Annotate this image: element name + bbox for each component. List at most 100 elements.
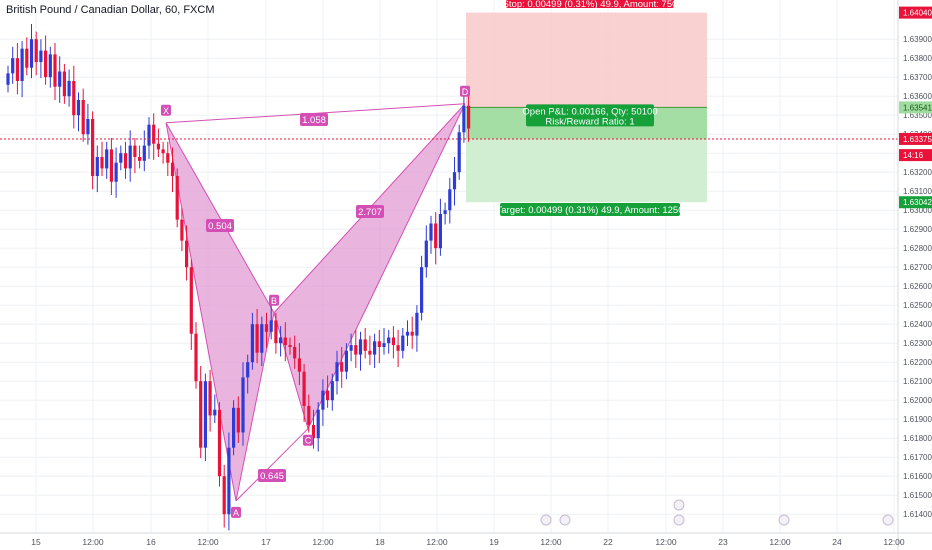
candle-body (321, 390, 325, 410)
y-tick-label: 1.63800 (903, 54, 932, 63)
candle-body (34, 39, 38, 62)
candle-body (161, 149, 165, 154)
x-tick-label: 22 (603, 537, 613, 547)
candle-body (279, 337, 283, 344)
candle-body (203, 381, 207, 448)
price-tag-label: 14:16 (903, 151, 924, 160)
candle-body (194, 333, 198, 382)
candle-body (236, 407, 240, 433)
price-tag (899, 101, 932, 114)
ratio-badge (300, 113, 328, 126)
y-tick-label: 1.61800 (903, 434, 932, 443)
candle-body (368, 350, 372, 355)
price-tag (899, 149, 932, 162)
candle-body (48, 54, 52, 78)
y-tick-label: 1.61900 (903, 415, 932, 424)
candle-body (20, 48, 24, 81)
pattern-point-label: A (233, 508, 239, 518)
candle-body (199, 381, 203, 448)
candle-body (462, 105, 466, 133)
y-tick-label: 1.62200 (903, 358, 932, 367)
candle-body (401, 335, 405, 351)
y-tick-label: 1.61700 (903, 453, 932, 462)
candle-body (467, 105, 471, 129)
candle-body (293, 347, 297, 359)
y-tick-label: 1.62500 (903, 301, 932, 310)
stop-label-text: Stop: 0.00499 (0.31%) 49.9, Amount: 750 (503, 0, 678, 10)
candle-body (443, 210, 447, 214)
event-marker-icon (673, 514, 685, 526)
event-marker-icon (882, 514, 894, 526)
candle-body (410, 331, 414, 336)
ratio-badge (356, 205, 384, 218)
candle-body (53, 54, 57, 87)
x-tick-label: 18 (375, 537, 385, 547)
x-tick-label: 17 (261, 537, 271, 547)
candle-body (387, 337, 391, 344)
ratio-label: 1.058 (302, 115, 326, 126)
symbol-title[interactable]: British Pound / Canadian Dollar, 60, FXC… (6, 4, 215, 16)
stop-label-box (506, 0, 674, 8)
y-tick-label: 1.62000 (903, 396, 932, 405)
candle-body (452, 172, 457, 190)
y-tick-label: 1.61400 (903, 510, 932, 519)
candle-body (396, 345, 400, 351)
pattern-point-badge (231, 506, 241, 518)
candle-body (208, 381, 212, 416)
event-marker-icon (673, 499, 685, 511)
x-tick-label: 12:00 (426, 537, 448, 547)
candle-body (227, 447, 231, 515)
candle-body (11, 58, 15, 74)
candle-body (307, 405, 311, 425)
candle-body (363, 339, 367, 351)
candle-body (128, 145, 132, 169)
pattern-point-badge (269, 294, 279, 306)
candle-body (391, 337, 395, 346)
candle-body (415, 312, 419, 336)
candle-body (100, 157, 104, 169)
pattern-point-label: X (163, 106, 169, 116)
candle-body (354, 345, 358, 355)
price-tag (899, 196, 932, 209)
y-tick-label: 1.62600 (903, 282, 932, 291)
candle-body (241, 377, 245, 433)
target-label-text: Target: 0.00499 (0.31%) 49.9, Amount: 12… (497, 205, 684, 216)
event-marker-icon (778, 514, 790, 526)
candle-body (72, 81, 76, 116)
ratio-label: 2.707 (358, 207, 382, 218)
candle-body (44, 50, 48, 78)
x-tick-label: 12:00 (312, 537, 334, 547)
candle-body (246, 362, 250, 378)
candle-body (283, 337, 287, 346)
candle-body (6, 73, 10, 85)
x-tick-label: 12:00 (883, 537, 905, 547)
price-tag (899, 6, 932, 19)
price-tag-label: 1.63375 (903, 135, 932, 144)
candle-body (316, 409, 320, 439)
candle-body (166, 153, 170, 163)
candle-body (29, 39, 34, 68)
candle-body (420, 267, 424, 313)
candle-body (62, 71, 66, 97)
y-tick-label: 1.63900 (903, 35, 932, 44)
event-marker-icon (559, 514, 571, 526)
candle-body (217, 409, 222, 477)
candle-body (95, 157, 99, 176)
candle-body (76, 100, 81, 116)
y-tick-label: 1.61500 (903, 491, 932, 500)
pl-label-text: Risk/Reward Ratio: 1 (545, 116, 634, 127)
candle-body (114, 162, 118, 182)
candle-body (297, 358, 301, 372)
x-tick-label: 23 (718, 537, 728, 547)
pattern-point-badge (303, 434, 313, 446)
x-tick-label: 15 (31, 537, 41, 547)
candle-body (213, 409, 217, 416)
candle-body (142, 145, 146, 161)
candle-body (67, 81, 71, 97)
price-tag-label: 1.64040 (903, 9, 932, 18)
candle-body (405, 331, 410, 336)
candle-body (250, 324, 254, 363)
candle-body (170, 162, 175, 176)
y-tick-label: 1.63200 (903, 168, 932, 177)
